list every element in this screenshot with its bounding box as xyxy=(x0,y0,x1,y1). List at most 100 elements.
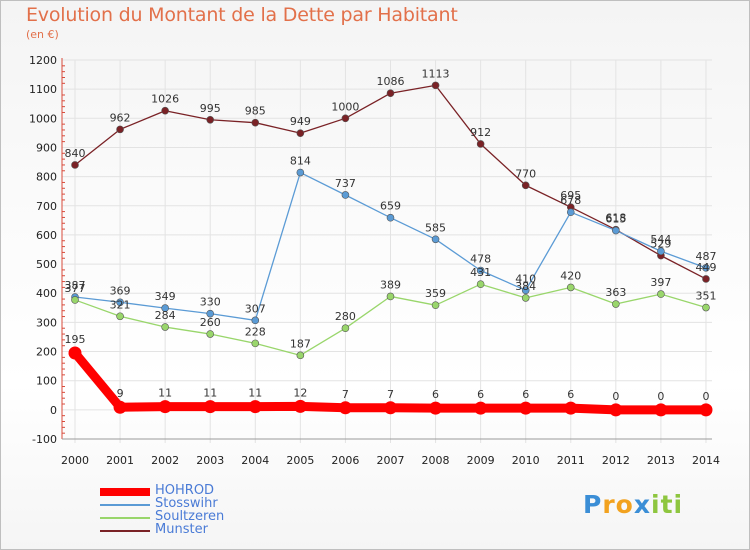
legend-item-hohrod: HOHROD xyxy=(100,483,300,498)
data-point-stosswihr xyxy=(612,226,620,235)
data-label-soultzeren: 377 xyxy=(65,282,86,295)
data-label-soultzeren: 284 xyxy=(155,309,176,322)
data-point-soultzeren xyxy=(702,303,710,312)
data-point-hohrod xyxy=(68,346,82,360)
y-tick-label: 100 xyxy=(36,375,57,388)
data-point-soultzeren xyxy=(206,330,215,338)
y-tick-label: 1000 xyxy=(29,112,57,125)
data-label-hohrod: 11 xyxy=(203,387,217,400)
data-label-munster: 1113 xyxy=(422,67,450,80)
x-tick-label: 2005 xyxy=(286,454,314,467)
data-label-stosswihr: 659 xyxy=(380,200,401,213)
data-point-stosswihr xyxy=(702,264,710,272)
data-point-hohrod xyxy=(609,403,623,417)
data-point-munster xyxy=(431,81,440,90)
data-point-munster xyxy=(702,275,710,283)
data-point-stosswihr xyxy=(116,298,124,307)
data-label-stosswihr: 330 xyxy=(200,296,221,309)
data-point-munster xyxy=(206,115,215,124)
y-tick-label: 500 xyxy=(36,258,57,271)
data-label-hohrod: 0 xyxy=(657,390,664,403)
data-label-soultzeren: 280 xyxy=(335,310,356,323)
logo-letter: i xyxy=(673,490,684,519)
data-label-soultzeren: 228 xyxy=(245,325,266,338)
data-label-munster: 949 xyxy=(290,115,311,128)
data-point-soultzeren xyxy=(521,294,530,302)
logo-letter: o xyxy=(615,490,634,519)
legend-swatch xyxy=(100,530,150,532)
legend-label: Munster xyxy=(155,522,208,537)
x-tick-label: 2001 xyxy=(106,454,134,467)
data-label-munster: 985 xyxy=(245,105,266,118)
logo-letter: i xyxy=(651,490,661,519)
legend-label: Soultzeren xyxy=(155,509,225,524)
x-tick-label: 2008 xyxy=(422,454,450,467)
data-label-stosswihr: 585 xyxy=(425,221,446,234)
legend-swatch xyxy=(100,504,150,506)
data-point-soultzeren xyxy=(116,312,124,321)
data-label-stosswihr: 387 xyxy=(65,279,86,292)
data-point-hohrod xyxy=(113,400,127,414)
data-label-munster: 1000 xyxy=(331,100,359,113)
x-tick-label: 2009 xyxy=(467,454,495,467)
data-label-hohrod: 7 xyxy=(342,388,349,401)
data-point-hohrod xyxy=(248,400,262,414)
data-point-stosswihr xyxy=(566,208,575,216)
x-tick-label: 2004 xyxy=(241,454,269,467)
legend-label: Stosswihr xyxy=(155,496,218,511)
data-point-hohrod xyxy=(158,400,172,414)
data-label-hohrod: 0 xyxy=(702,390,709,403)
data-label-stosswihr: 544 xyxy=(650,233,671,246)
data-point-hohrod xyxy=(699,403,713,417)
data-point-hohrod xyxy=(564,401,578,415)
data-label-stosswihr: 487 xyxy=(695,250,716,263)
data-label-munster: 962 xyxy=(110,111,131,124)
data-point-soultzeren xyxy=(71,296,79,304)
y-tick-label: 400 xyxy=(36,287,57,300)
data-label-munster: 1026 xyxy=(151,93,179,106)
data-label-soultzeren: 260 xyxy=(200,316,221,329)
data-label-hohrod: 6 xyxy=(477,388,484,401)
proxiti-logo: Proxiti xyxy=(583,490,683,519)
data-label-stosswihr: 615 xyxy=(605,213,626,226)
legend-item-soultzeren: Soultzeren xyxy=(100,509,300,524)
data-label-munster: 995 xyxy=(200,102,221,115)
y-tick-label: 0 xyxy=(50,404,57,417)
data-point-munster xyxy=(161,106,169,115)
x-tick-label: 2007 xyxy=(376,454,404,467)
data-point-soultzeren xyxy=(341,324,350,333)
data-point-stosswihr xyxy=(476,266,485,275)
x-tick-label: 2003 xyxy=(196,454,224,467)
data-point-hohrod xyxy=(383,401,397,415)
x-tick-label: 2000 xyxy=(61,454,89,467)
data-label-munster: 1086 xyxy=(376,75,404,88)
data-point-hohrod xyxy=(203,400,217,414)
y-tick-label: 200 xyxy=(36,346,57,359)
logo-letter: P xyxy=(583,490,603,519)
data-point-stosswihr xyxy=(251,316,260,325)
legend-swatch xyxy=(100,517,150,519)
data-point-hohrod xyxy=(519,401,533,415)
data-point-hohrod xyxy=(654,403,668,417)
data-point-munster xyxy=(476,140,485,148)
y-tick-label: 1200 xyxy=(29,54,57,67)
x-tick-label: 2013 xyxy=(647,454,675,467)
data-point-stosswihr xyxy=(386,213,395,222)
data-label-stosswihr: 678 xyxy=(560,194,581,207)
data-label-hohrod: 195 xyxy=(65,333,86,346)
legend-label: HOHROD xyxy=(155,483,215,498)
data-label-hohrod: 6 xyxy=(522,388,529,401)
data-point-soultzeren xyxy=(431,301,440,309)
data-point-soultzeren xyxy=(386,292,395,301)
logo-letter: x xyxy=(633,490,651,519)
data-point-soultzeren xyxy=(251,339,260,348)
data-label-hohrod: 9 xyxy=(117,387,124,400)
y-tick-label: 300 xyxy=(36,316,57,329)
data-label-munster: 912 xyxy=(470,126,491,139)
data-label-hohrod: 7 xyxy=(387,388,394,401)
x-tick-label: 2011 xyxy=(557,454,585,467)
data-label-soultzeren: 420 xyxy=(560,269,581,282)
data-label-stosswihr: 478 xyxy=(470,252,491,265)
data-label-munster: 449 xyxy=(695,261,716,274)
